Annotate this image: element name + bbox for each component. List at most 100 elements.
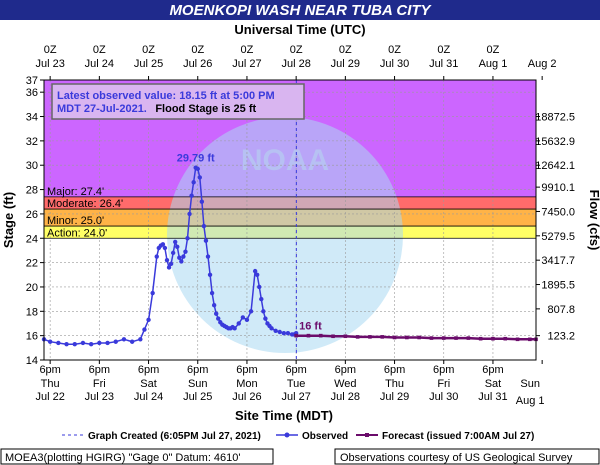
observed-point <box>248 309 254 314</box>
top-axis-title: Universal Time (UTC) <box>234 22 365 37</box>
peak-label: 29.79 ft <box>177 153 215 165</box>
observed-point <box>269 326 274 331</box>
observed-point <box>168 261 174 267</box>
observed-point <box>257 284 262 290</box>
forecast-point <box>441 336 446 340</box>
observed-point <box>255 272 260 277</box>
noaa-watermark: NOAA <box>167 117 403 353</box>
observed-point <box>216 316 221 321</box>
observed-point <box>207 272 213 277</box>
forecast-point <box>392 335 397 340</box>
forecast-point <box>331 334 335 339</box>
forecast-point <box>429 336 434 340</box>
top-tick-date: Aug 1 <box>479 58 508 70</box>
observed-point <box>277 329 282 335</box>
legend-observed-marker <box>284 432 290 438</box>
observed-point <box>160 242 166 247</box>
bottom-tick-date: Jul 30 <box>429 391 458 403</box>
observed-point <box>191 180 196 185</box>
right-tick-label: 15632.9 <box>535 136 575 148</box>
series <box>41 165 538 347</box>
right-tick-label: 3417.7 <box>541 255 575 267</box>
legend-forecast: Forecast (issued 7:00AM Jul 27) <box>382 431 534 442</box>
observed-point <box>181 254 186 259</box>
bottom-tick-day: Tue <box>287 378 306 390</box>
left-tick-label: 34 <box>26 112 38 124</box>
observed-point <box>273 328 278 333</box>
top-tick-date: Jul 25 <box>134 58 163 70</box>
flood-stage-labels: Major: 27.4'Moderate: 26.4' Minor: 25.0'A… <box>44 186 536 239</box>
top-tick-hour: 0Z <box>44 44 57 56</box>
observed-point <box>252 268 258 274</box>
observed-point <box>105 340 110 346</box>
observed-point <box>162 245 168 251</box>
legend: Graph Created (6:05PM Jul 27, 2021) Obse… <box>62 431 534 442</box>
observed-point <box>261 309 266 314</box>
title-bar <box>0 0 600 20</box>
forecast-point <box>503 336 508 341</box>
top-tick-hour: 0Z <box>191 44 204 56</box>
observed-point <box>177 255 182 260</box>
top-tick-date: Jul 27 <box>232 58 261 70</box>
top-tick-date: Jul 24 <box>85 58 114 70</box>
left-tick-label: 36 <box>26 87 38 99</box>
bottom-tick-hour: 6pm <box>138 364 159 376</box>
top-tick-hour: 0Z <box>339 44 352 56</box>
bottom-tick-date: Jul 26 <box>232 391 261 403</box>
plot-frame <box>43 79 537 361</box>
bottom-tick-day: Sat <box>140 378 157 390</box>
top-tick-date: Jul 26 <box>183 58 212 70</box>
observed-point <box>185 236 190 241</box>
flood-stage-label: Minor: 25.0' <box>47 215 104 227</box>
observed-point <box>113 339 118 344</box>
observed-point <box>281 331 287 336</box>
latest-label: 16 ft <box>299 321 322 333</box>
top-tick-date: Jul 23 <box>35 58 64 70</box>
observed-point <box>187 211 192 217</box>
right-tick-label: 7450.0 <box>541 206 575 218</box>
right-axis-ticks: 123.2 807.8 1895.5 3417.7 5279.5 7450.0 9910.1… <box>535 112 575 343</box>
bottom-tick-hour: 6pm <box>89 364 110 376</box>
observed-point <box>205 254 211 259</box>
bottom-tick-day: Mon <box>236 378 257 390</box>
legend-graph-created: Graph Created (6:05PM Jul 27, 2021) <box>88 431 261 442</box>
bottom-tick-hour: 6pm <box>39 364 60 376</box>
bottom-tick-day: Sat <box>485 378 502 390</box>
left-tick-label: 16 <box>26 331 38 343</box>
top-tick-hour: 0Z <box>388 44 401 56</box>
flood-stage-label: Major: 27.4' <box>47 186 104 198</box>
flood-stage-label: Action: 24.0' <box>47 227 107 239</box>
bottom-tick-date: Jul 25 <box>183 391 212 403</box>
forecast-point <box>491 336 495 341</box>
top-tick-hour: 0Z <box>142 44 155 56</box>
observed-point <box>88 341 94 347</box>
left-axis-title: Stage (ft) <box>1 192 16 248</box>
observed-point <box>201 223 207 229</box>
observed-point <box>47 339 53 344</box>
observed-point <box>97 340 102 346</box>
observed-point <box>236 321 241 326</box>
top-tick-date: Jul 31 <box>429 58 458 70</box>
noaa-logo-text: NOAA <box>241 144 329 177</box>
observed-point <box>64 341 69 347</box>
bottom-tick-date: Aug 1 <box>516 395 545 407</box>
forecast-point <box>528 337 532 342</box>
left-tick-label: 32 <box>26 136 38 148</box>
observed-point <box>146 317 151 323</box>
left-tick-label: 24 <box>26 233 38 245</box>
bottom-tick-day: Thu <box>385 378 404 390</box>
observed-point <box>138 337 143 342</box>
observed-point <box>209 290 215 296</box>
observed-point <box>240 315 246 320</box>
bottom-tick-hour: 6pm <box>335 364 356 376</box>
right-tick-label: 807.8 <box>547 304 575 316</box>
bottom-tick-date: Jul 23 <box>85 391 114 403</box>
top-tick-hour: 0Z <box>290 44 303 56</box>
top-axis-ticks: 0Z Jul 23 0Z Jul 24 0Z Jul 25 0Z Jul 26 0Z Jul 27… <box>35 44 557 80</box>
forecast-point <box>380 335 385 339</box>
observed-point <box>121 337 127 342</box>
right-tick-label: 18872.5 <box>535 112 575 124</box>
bottom-tick-hour: 6pm <box>384 364 405 376</box>
observed-point <box>214 311 219 316</box>
